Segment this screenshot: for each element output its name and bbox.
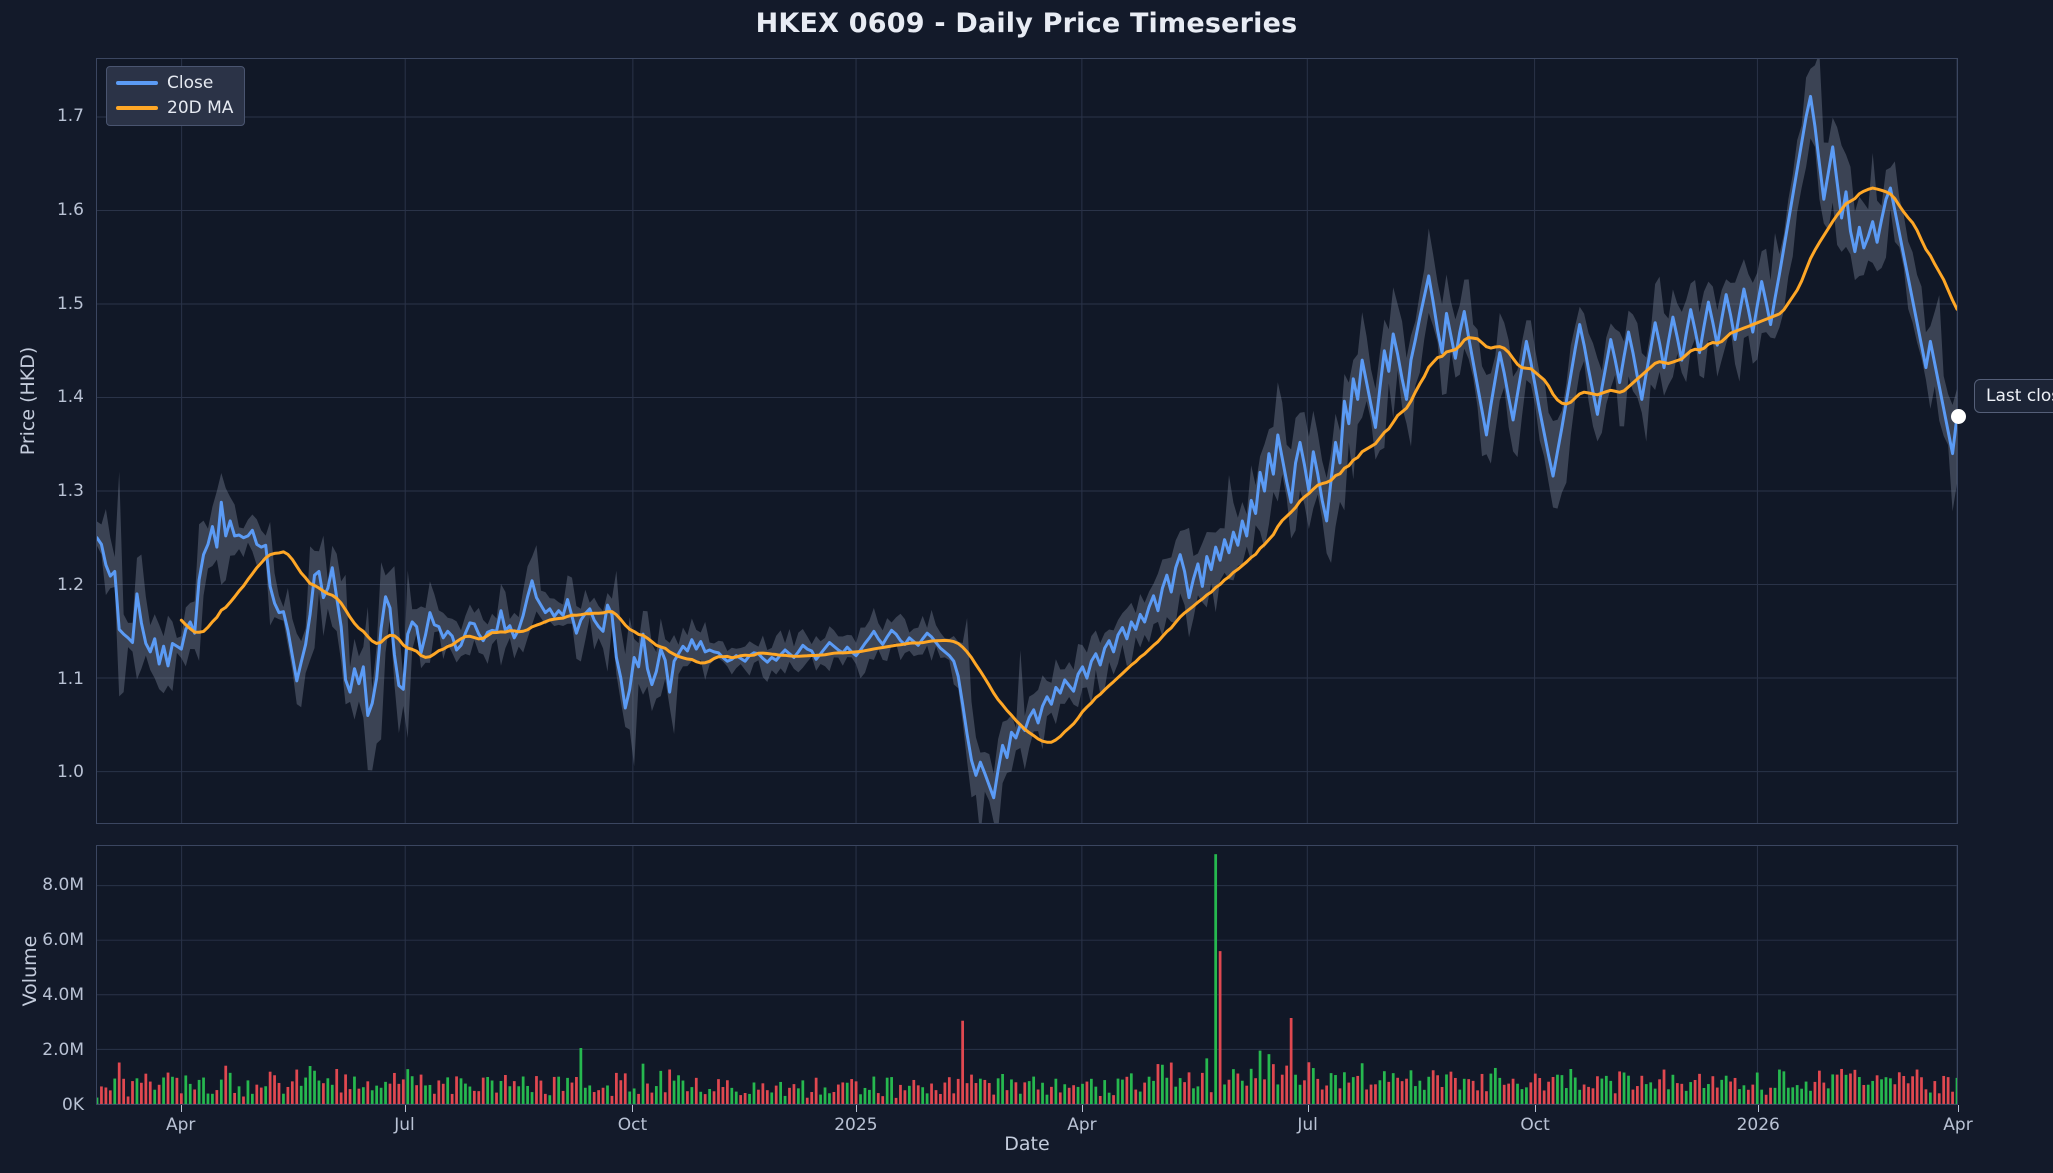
x-tick-mark bbox=[180, 1105, 182, 1112]
volume-panel bbox=[96, 845, 1958, 1105]
price-ytick: 1.2 bbox=[56, 574, 84, 595]
legend-label-ma: 20D MA bbox=[167, 98, 234, 118]
price-ytick: 1.7 bbox=[56, 106, 84, 127]
x-tick-mark bbox=[1958, 1105, 1959, 1112]
volume-axis-label: Volume bbox=[19, 935, 41, 1007]
last-close-marker bbox=[1950, 408, 1966, 424]
x-tick-mark bbox=[1535, 1105, 1537, 1112]
legend-item-close[interactable]: Close bbox=[116, 73, 233, 93]
x-tick-mark bbox=[855, 1105, 857, 1112]
legend-item-ma[interactable]: 20D MA bbox=[116, 98, 233, 118]
volume-ytick: 2.0M bbox=[42, 1039, 84, 1060]
price-ytick: 1.1 bbox=[56, 668, 84, 689]
volume-ytick: 0K bbox=[62, 1095, 84, 1115]
legend-swatch-ma bbox=[116, 106, 158, 110]
x-tick: Oct bbox=[617, 1115, 648, 1135]
volume-plot bbox=[97, 846, 1957, 1104]
x-tick: 2025 bbox=[834, 1115, 878, 1135]
price-ytick: 1.3 bbox=[56, 481, 84, 502]
x-axis-label: Date bbox=[1004, 1133, 1050, 1155]
volume-ytick: 8.0M bbox=[42, 874, 84, 895]
price-plot bbox=[97, 59, 1957, 823]
price-panel bbox=[96, 58, 1958, 824]
x-tick-mark bbox=[1758, 1105, 1760, 1112]
x-tick: 2026 bbox=[1736, 1115, 1780, 1135]
x-tick-mark bbox=[1307, 1105, 1309, 1112]
x-tick: Apr bbox=[166, 1115, 196, 1135]
volume-ytick: 6.0M bbox=[42, 929, 84, 950]
price-ytick: 1.6 bbox=[56, 199, 84, 220]
price-ytick: 1.4 bbox=[56, 387, 84, 408]
x-tick-mark bbox=[1081, 1105, 1083, 1112]
x-tick: Apr bbox=[1067, 1115, 1097, 1135]
chart-title: HKEX 0609 - Daily Price Timeseries bbox=[755, 8, 1298, 39]
price-ytick: 1.5 bbox=[56, 293, 84, 314]
chart-legend: Close 20D MA bbox=[106, 66, 246, 126]
price-ytick: 1.0 bbox=[56, 762, 84, 783]
x-tick: Oct bbox=[1520, 1115, 1550, 1135]
x-tick-mark bbox=[404, 1105, 406, 1112]
x-tick: Jul bbox=[394, 1115, 415, 1135]
last-close-annotation: Last close: 1.380 bbox=[1974, 379, 2053, 414]
legend-label-close: Close bbox=[167, 73, 214, 93]
x-tick-mark bbox=[632, 1105, 634, 1112]
x-tick: Apr bbox=[1943, 1115, 1973, 1135]
volume-ytick: 4.0M bbox=[42, 984, 84, 1005]
x-tick: Jul bbox=[1297, 1115, 1318, 1135]
legend-swatch-close bbox=[116, 81, 158, 85]
